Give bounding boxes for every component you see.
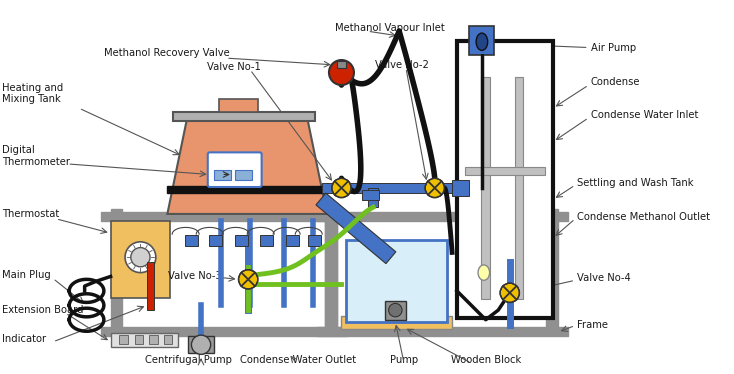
Bar: [457, 41, 553, 318]
Bar: [286, 235, 299, 246]
Text: Condense: Condense: [591, 77, 640, 87]
Text: Wooden Block: Wooden Block: [451, 355, 521, 365]
Bar: [235, 235, 248, 246]
Bar: [325, 209, 337, 334]
Text: Heating and
Mixing Tank: Heating and Mixing Tank: [2, 83, 63, 104]
Bar: [346, 240, 447, 322]
Text: Lamp: Lamp: [489, 252, 516, 262]
Bar: [208, 235, 222, 246]
Text: Condense Methanol Outlet: Condense Methanol Outlet: [577, 212, 710, 222]
Bar: [316, 193, 396, 264]
Bar: [341, 316, 452, 329]
Bar: [322, 183, 459, 193]
Text: Main Plug: Main Plug: [2, 270, 51, 279]
Circle shape: [388, 303, 402, 317]
Bar: [337, 61, 346, 68]
Bar: [452, 180, 470, 196]
Circle shape: [332, 178, 351, 197]
Text: Indicator: Indicator: [2, 334, 46, 344]
Bar: [185, 235, 198, 246]
Bar: [260, 235, 273, 246]
Bar: [111, 221, 170, 298]
Text: Digital
Thermometer: Digital Thermometer: [2, 145, 70, 167]
Circle shape: [131, 248, 150, 267]
Text: Methanol Recovery Valve: Methanol Recovery Valve: [104, 48, 230, 58]
Text: Thermostat: Thermostat: [2, 209, 59, 219]
Bar: [173, 112, 316, 121]
Bar: [188, 336, 214, 353]
Text: Centrifugal Pump: Centrifugal Pump: [145, 355, 232, 365]
Circle shape: [425, 178, 444, 197]
Text: Air Pump: Air Pump: [591, 43, 636, 52]
Text: Cold Water Tank: Cold Water Tank: [357, 249, 437, 259]
Bar: [317, 212, 567, 221]
Text: Extension Board: Extension Board: [2, 305, 84, 315]
Text: Pump: Pump: [390, 355, 418, 365]
Bar: [167, 186, 327, 193]
Bar: [111, 333, 178, 347]
FancyBboxPatch shape: [208, 152, 261, 187]
Text: Valve No-2: Valve No-2: [375, 60, 429, 70]
Bar: [134, 335, 143, 344]
Bar: [235, 170, 252, 180]
Bar: [368, 188, 378, 207]
Circle shape: [329, 60, 354, 85]
Bar: [325, 209, 337, 334]
Circle shape: [192, 335, 211, 355]
Text: Valve No-4: Valve No-4: [577, 273, 631, 283]
Bar: [119, 335, 128, 344]
Bar: [147, 262, 154, 310]
Bar: [149, 335, 158, 344]
Circle shape: [500, 283, 520, 303]
Text: Condense Water Outlet: Condense Water Outlet: [240, 355, 356, 365]
Circle shape: [239, 270, 258, 289]
Bar: [214, 170, 231, 180]
Bar: [470, 27, 495, 55]
Circle shape: [125, 242, 156, 273]
Text: Frame: Frame: [577, 319, 608, 329]
Bar: [515, 77, 523, 298]
Bar: [308, 235, 321, 246]
Bar: [465, 167, 545, 175]
Ellipse shape: [478, 265, 490, 280]
Text: Valve No-3: Valve No-3: [168, 272, 222, 282]
Bar: [385, 300, 406, 320]
Text: Methanol Vapour Inlet: Methanol Vapour Inlet: [335, 23, 445, 33]
Bar: [546, 209, 558, 334]
Bar: [164, 335, 172, 344]
Text: Settling and Wash Tank: Settling and Wash Tank: [577, 178, 694, 188]
Bar: [219, 99, 258, 112]
Bar: [317, 327, 567, 336]
Polygon shape: [167, 121, 327, 214]
Ellipse shape: [476, 33, 487, 50]
Text: Valve No-1: Valve No-1: [207, 62, 261, 72]
Bar: [111, 209, 122, 334]
Bar: [101, 212, 347, 221]
Bar: [481, 77, 490, 298]
Text: Condense Water Inlet: Condense Water Inlet: [591, 110, 698, 120]
Bar: [362, 190, 379, 199]
Bar: [101, 327, 347, 336]
